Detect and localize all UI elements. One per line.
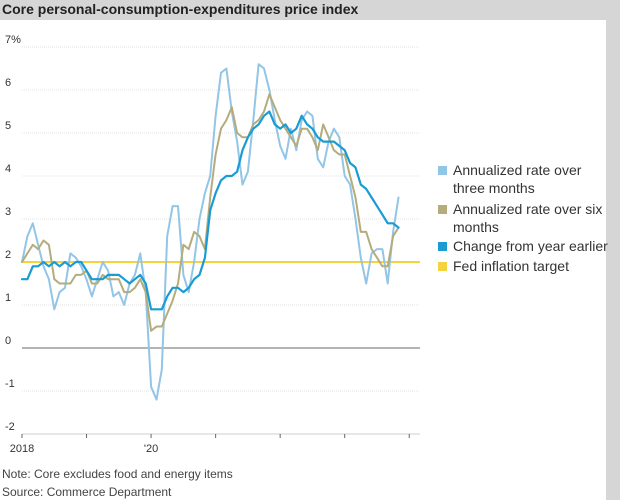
y-tick-label: 6 (5, 77, 11, 89)
chart-title: Core personal-consumption-expenditures p… (2, 1, 359, 17)
legend: Annualized rate over three months Annualiz… (438, 162, 608, 274)
chart-note: Note: Core excludes food and energy item… (2, 467, 233, 481)
y-tick-label: 7% (5, 34, 21, 46)
y-tick-label: 2 (5, 249, 11, 261)
legend-label-3: Change from year earlier (453, 238, 608, 254)
axes: 7% 6 5 4 3 2 1 0 -1 -2 2018 '20 (5, 34, 420, 455)
gridlines (22, 46, 420, 435)
x-tick-label: '20 (144, 443, 158, 455)
chart-source: Source: Commerce Department (2, 485, 172, 499)
y-tick-label: 1 (5, 292, 11, 304)
series-lines (20, 63, 420, 401)
legend-label-2: Annualized rate over six months (453, 201, 602, 235)
y-tick-label: 4 (5, 163, 11, 175)
legend-swatch-4 (438, 262, 447, 271)
y-tick-label: 5 (5, 120, 11, 132)
y-tick-label: 0 (5, 335, 11, 347)
legend-swatch-3 (438, 242, 447, 251)
y-tick-label: -2 (5, 421, 15, 433)
series-line-2 (21, 93, 400, 332)
chart-panel (0, 20, 606, 500)
legend-swatch-1 (438, 166, 447, 175)
x-tick-label: 2018 (10, 443, 34, 455)
legend-label-1: Annualized rate over three months (453, 162, 582, 196)
y-tick-label: 3 (5, 206, 11, 218)
legend-swatch-2 (438, 205, 447, 214)
series-line-3 (20, 110, 400, 311)
series-line-1 (21, 63, 400, 401)
legend-label-4: Fed inflation target (453, 258, 569, 274)
y-tick-label: -1 (5, 378, 15, 390)
